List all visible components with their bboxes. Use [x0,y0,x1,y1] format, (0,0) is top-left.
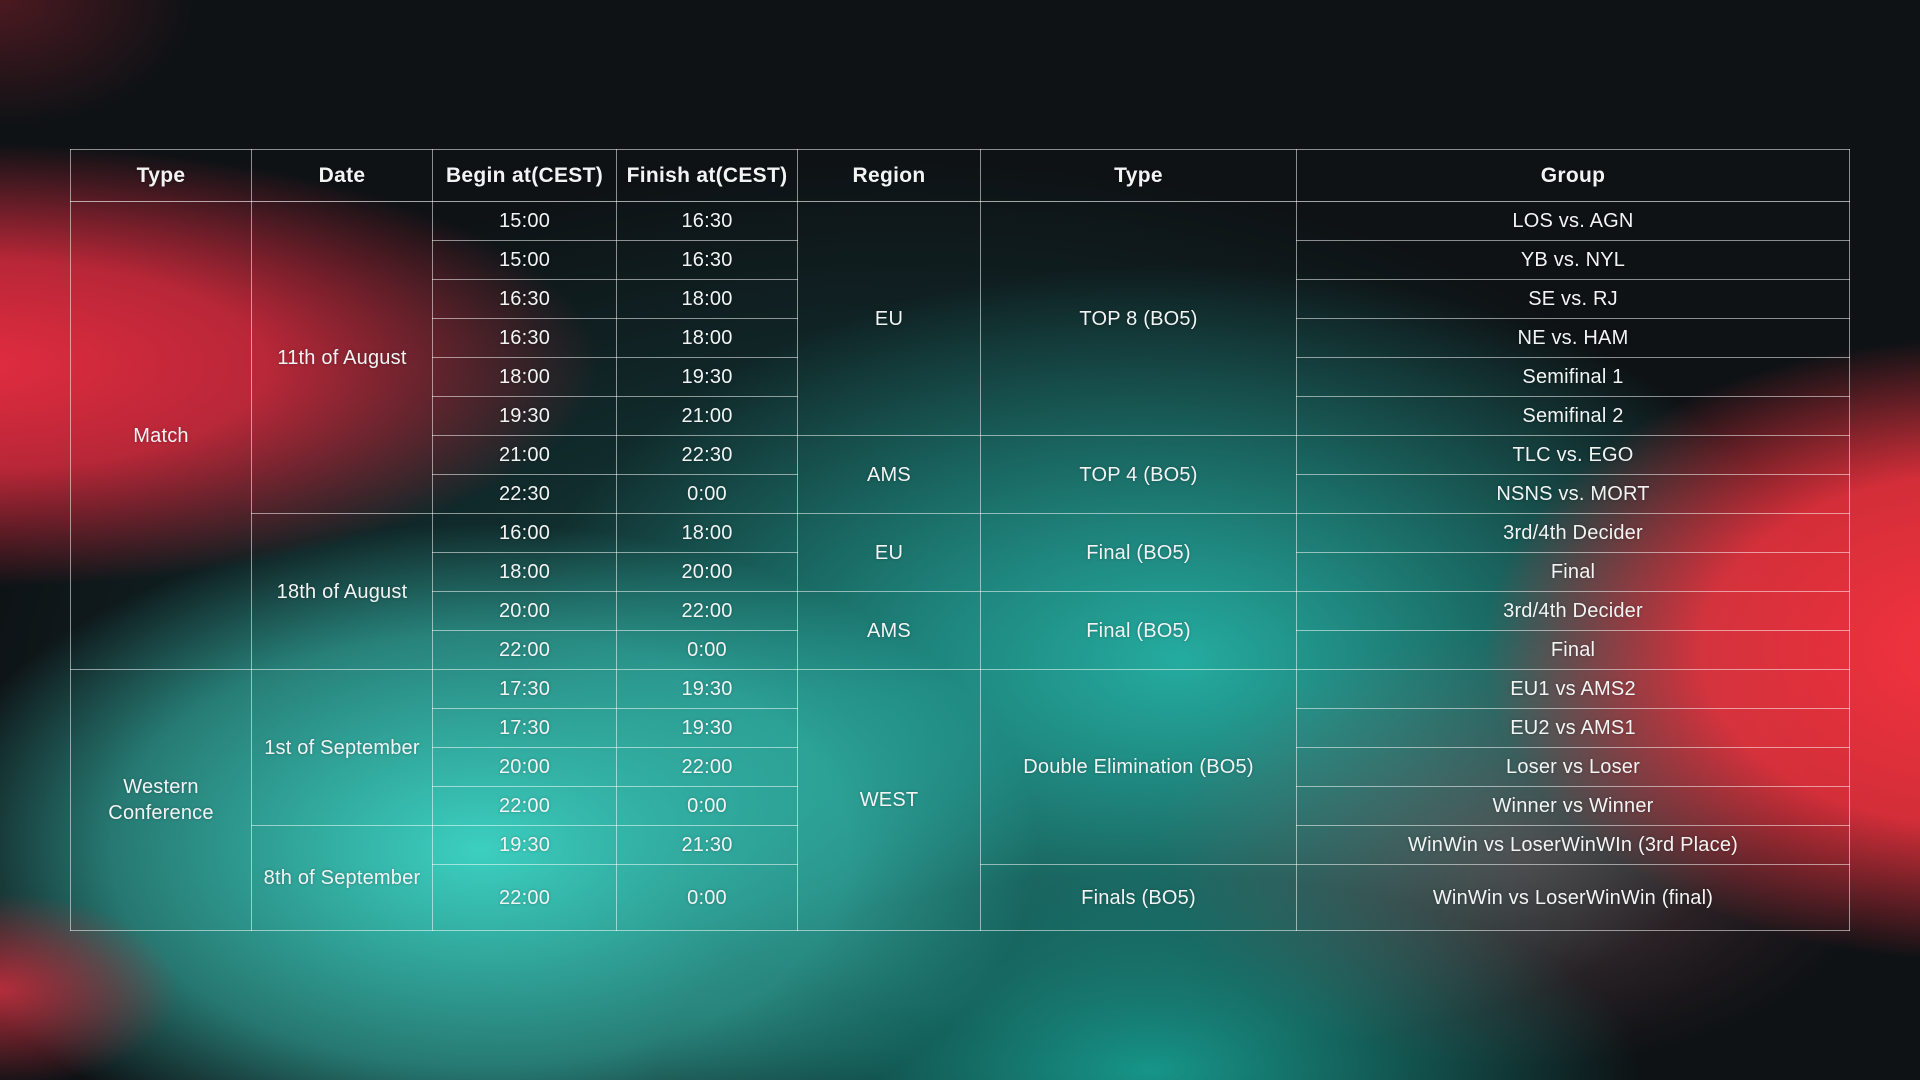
group-cell: NE vs. HAM [1296,318,1850,358]
finish-cell: 18:00 [616,318,798,358]
group-cell: 3rd/4th Decider [1296,513,1850,553]
finish-cell: 0:00 [616,630,798,670]
begin-cell: 17:30 [432,669,617,709]
header-row: Type Date Begin at(CEST) Finish at(CEST)… [70,149,1850,202]
table-row: 22:00 0:00 Winner vs Winner [71,786,1850,826]
region-cell: EU [797,513,981,592]
table-row: 21:00 22:30 AMS TOP 4 (BO5) TLC vs. EGO [71,435,1850,514]
region-cell: EU [797,201,981,436]
type-cell: Western Conference [70,669,252,931]
begin-cell: 20:00 [432,591,617,631]
finish-cell: 0:00 [616,864,798,931]
finish-cell: 0:00 [616,474,798,514]
begin-cell: 18:00 [432,552,617,592]
region-cell: WEST [797,669,981,931]
table-row: 8th of September 19:30 21:30 WinWin vs Lose… [71,825,1850,931]
finish-cell: 19:30 [616,669,798,709]
begin-cell: 22:00 [432,630,617,670]
table-row: 19:30 21:00 Semifinal 2 [71,396,1850,436]
table-row: Match 11th of August 15:00 16:30 EU TOP 8 (BO… [70,201,1850,670]
table-row: Western Conference 1st of September 17:30 1… [70,669,1850,931]
group-cell: WinWin vs LoserWinWIn (3rd Place) [1296,825,1850,865]
begin-cell: 18:00 [432,357,617,397]
schedule-table: Type Date Begin at(CEST) Finish at(CEST)… [70,149,1850,931]
table-row: 22:00 0:00 Final [71,630,1850,670]
group-cell: NSNS vs. MORT [1296,474,1850,514]
begin-cell: 16:30 [432,279,617,319]
stage-cell: TOP 4 (BO5) [980,435,1297,514]
finish-cell: 21:00 [616,396,798,436]
date-cell: 11th of August [251,201,433,514]
col-header-match-type: Type [980,149,1297,202]
finish-cell: 16:30 [616,201,798,241]
finish-cell: 21:30 [616,825,798,865]
group-cell: Winner vs Winner [1296,786,1850,826]
date-cell: 1st of September [251,669,433,826]
stage-cell: Double Elimination (BO5) [980,669,1297,865]
begin-cell: 19:30 [432,825,617,865]
begin-cell: 19:30 [432,396,617,436]
table-row: 16:30 18:00 SE vs. RJ [71,279,1850,319]
table-row: 16:30 18:00 NE vs. HAM [71,318,1850,358]
col-header-begin: Begin at(CEST) [432,149,617,202]
finish-cell: 22:00 [616,747,798,787]
stage-cell: Final (BO5) [980,513,1297,592]
group-cell: WinWin vs LoserWinWin (final) [1296,864,1850,931]
begin-cell: 20:00 [432,747,617,787]
finish-cell: 18:00 [616,279,798,319]
group-cell: EU2 vs AMS1 [1296,708,1850,748]
group-cell: Final [1296,630,1850,670]
finish-cell: 22:30 [616,435,798,475]
table-row: 22:00 0:00 Finals (BO5) WinWin vs LoserWinW… [71,864,1850,931]
group-cell: LOS vs. AGN [1296,201,1850,241]
group-cell: Loser vs Loser [1296,747,1850,787]
table-row: 20:00 22:00 AMS Final (BO5) 3rd/4th Decider [71,591,1850,670]
begin-cell: 17:30 [432,708,617,748]
begin-cell: 16:30 [432,318,617,358]
stage-cell: Finals (BO5) [980,864,1297,931]
begin-cell: 16:00 [432,513,617,553]
date-cell: 8th of September [251,825,433,931]
stage-cell: TOP 8 (BO5) [980,201,1297,436]
date-cell: 18th of August [251,513,433,670]
finish-cell: 20:00 [616,552,798,592]
finish-cell: 16:30 [616,240,798,280]
region-cell: AMS [797,435,981,514]
col-header-type: Type [70,149,252,202]
group-cell: SE vs. RJ [1296,279,1850,319]
finish-cell: 19:30 [616,708,798,748]
begin-cell: 22:30 [432,474,617,514]
group-cell: EU1 vs AMS2 [1296,669,1850,709]
col-header-group: Group [1296,149,1850,202]
group-cell: TLC vs. EGO [1296,435,1850,475]
table-row: 15:00 16:30 YB vs. NYL [71,240,1850,280]
stage-cell: Final (BO5) [980,591,1297,670]
table-row: 22:30 0:00 NSNS vs. MORT [71,474,1850,514]
region-cell: AMS [797,591,981,670]
finish-cell: 22:00 [616,591,798,631]
group-cell: 3rd/4th Decider [1296,591,1850,631]
begin-cell: 15:00 [432,201,617,241]
finish-cell: 18:00 [616,513,798,553]
col-header-finish: Finish at(CEST) [616,149,798,202]
table-row: 18th of August 16:00 18:00 EU Final (BO5) 3rd… [71,513,1850,670]
begin-cell: 22:00 [432,864,617,931]
type-cell: Match [70,201,252,670]
begin-cell: 15:00 [432,240,617,280]
group-cell: YB vs. NYL [1296,240,1850,280]
group-cell: Semifinal 2 [1296,396,1850,436]
table-row: 18:00 19:30 Semifinal 1 [71,357,1850,397]
finish-cell: 0:00 [616,786,798,826]
begin-cell: 21:00 [432,435,617,475]
group-cell: Final [1296,552,1850,592]
group-cell: Semifinal 1 [1296,357,1850,397]
table-row: 18:00 20:00 Final [71,552,1850,592]
col-header-region: Region [797,149,981,202]
begin-cell: 22:00 [432,786,617,826]
table-row: 20:00 22:00 Loser vs Loser [71,747,1850,787]
col-header-date: Date [251,149,433,202]
finish-cell: 19:30 [616,357,798,397]
